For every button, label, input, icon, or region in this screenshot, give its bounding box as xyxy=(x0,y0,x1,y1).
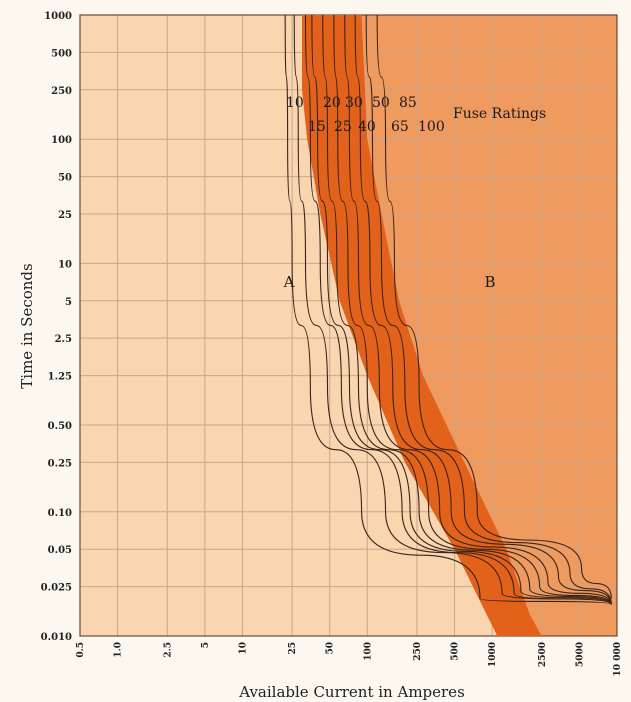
x-tick-label: 5 xyxy=(201,642,211,648)
x-tick-label: 10 xyxy=(238,642,248,655)
x-axis-title: Available Current in Amperes xyxy=(238,683,465,701)
fuse-curve-85 xyxy=(365,15,612,605)
x-tick-label: 250 xyxy=(413,642,423,661)
x-tick-label: 25 xyxy=(288,642,298,655)
rating-label-30: 30 xyxy=(345,95,363,111)
rating-label-50: 50 xyxy=(372,95,390,111)
y-tick-label: 250 xyxy=(51,86,72,97)
fuse-curve-10 xyxy=(284,15,612,605)
fuse-curve-20 xyxy=(304,15,612,605)
fuse-curve-100 xyxy=(376,15,612,599)
y-tick-label: 0.010 xyxy=(41,632,72,643)
y-tick-label: 100 xyxy=(51,135,72,146)
fuse-ratings-title: Fuse Ratings xyxy=(453,106,546,122)
fuse-curve-15 xyxy=(293,15,612,605)
x-tick-label: 1.0 xyxy=(114,642,124,658)
rating-label-85: 85 xyxy=(399,95,417,111)
y-tick-label: 0.50 xyxy=(48,421,72,432)
rating-label-20: 20 xyxy=(323,95,341,111)
fuse-curve-30 xyxy=(322,15,612,605)
x-tick-label: 500 xyxy=(451,642,461,661)
y-tick-label: 10 xyxy=(58,259,72,270)
y-tick-label: 5 xyxy=(65,297,72,308)
x-tick-label: 0.5 xyxy=(76,642,86,658)
y-tick-label: 1.25 xyxy=(48,372,72,383)
rating-label-15: 15 xyxy=(308,119,326,135)
fuse-curve-25 xyxy=(311,15,612,605)
y-axis-title: Time in Seconds xyxy=(18,263,36,388)
y-tick-label: 25 xyxy=(58,210,72,221)
y-tick-label: 0.10 xyxy=(48,508,72,519)
x-tick-label: 50 xyxy=(326,642,336,655)
y-tick-label: 2.5 xyxy=(55,334,72,345)
region-b-area xyxy=(361,15,617,636)
fuse-band-area xyxy=(302,15,542,636)
y-tick-label: 500 xyxy=(51,48,72,59)
rating-label-10: 10 xyxy=(286,95,304,111)
rating-label-100: 100 xyxy=(418,119,445,135)
x-tick-label: 5000 xyxy=(575,642,585,667)
fuse-curve-50 xyxy=(344,15,612,605)
x-tick-label: 2500 xyxy=(538,642,548,667)
rating-label-25: 25 xyxy=(334,119,352,135)
x-tick-label: 100 xyxy=(363,642,373,661)
rating-label-40: 40 xyxy=(358,119,376,135)
region-label-b: B xyxy=(484,273,495,291)
y-tick-label: 0.25 xyxy=(48,458,72,469)
rating-label-65: 65 xyxy=(391,119,409,135)
fuse-curve-40 xyxy=(333,15,612,605)
x-tick-label: 10 000 xyxy=(613,642,623,676)
y-tick-label: 50 xyxy=(58,173,72,184)
y-tick-label: 0.05 xyxy=(48,545,72,556)
fuse-curve-65 xyxy=(354,15,612,605)
x-tick-label: 2.5 xyxy=(163,642,173,658)
region-label-a: A xyxy=(283,273,295,291)
x-tick-label: 1000 xyxy=(488,642,498,667)
y-tick-label: 0.025 xyxy=(41,583,72,594)
y-tick-label: 1000 xyxy=(44,11,72,22)
